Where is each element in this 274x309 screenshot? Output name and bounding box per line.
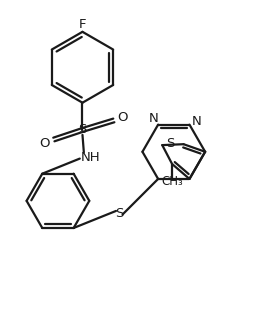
Text: NH: NH [81, 151, 101, 164]
Text: CH₃: CH₃ [161, 175, 183, 188]
Text: F: F [79, 18, 86, 31]
Text: N: N [192, 115, 201, 128]
Text: S: S [166, 137, 175, 150]
Text: O: O [117, 111, 127, 124]
Text: N: N [149, 112, 159, 125]
Text: S: S [78, 124, 87, 137]
Text: S: S [115, 207, 124, 220]
Text: O: O [39, 137, 50, 150]
